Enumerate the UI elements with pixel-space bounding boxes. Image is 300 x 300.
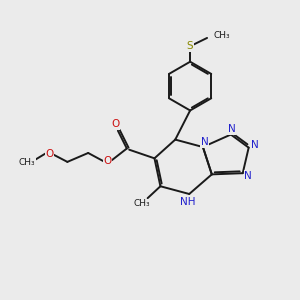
Text: NH: NH (180, 197, 196, 207)
Text: N: N (244, 171, 252, 181)
Text: N: N (200, 137, 208, 147)
Text: CH₃: CH₃ (134, 199, 150, 208)
Text: N: N (228, 124, 235, 134)
Text: CH₃: CH₃ (213, 31, 230, 40)
Text: O: O (104, 156, 112, 166)
Text: CH₃: CH₃ (19, 158, 36, 167)
Text: S: S (187, 41, 194, 51)
Text: N: N (251, 140, 259, 150)
Text: O: O (45, 148, 54, 159)
Text: O: O (111, 119, 120, 129)
